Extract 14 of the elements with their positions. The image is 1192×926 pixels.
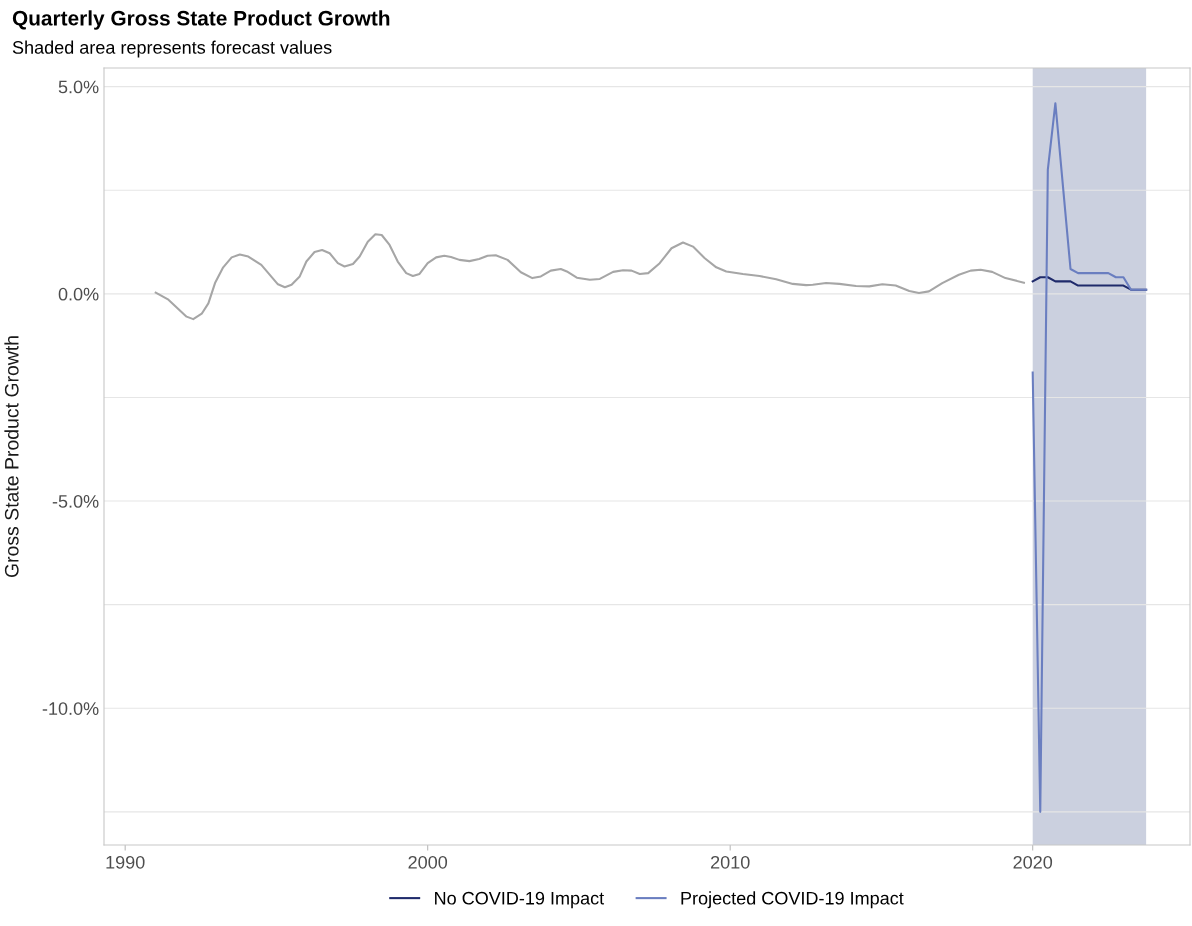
- x-tick-label: 2000: [408, 855, 448, 869]
- y-tick-label: -10.0%: [42, 702, 99, 715]
- chart-title: Quarterly Gross State Product Growth: [12, 10, 390, 30]
- y-tick-label: 5.0%: [58, 80, 99, 94]
- y-axis-title: Gross State Product Growth: [4, 336, 19, 578]
- y-tick-label: -5.0%: [52, 494, 99, 508]
- x-tick-label: 2010: [711, 855, 750, 869]
- y-tick-label: 0.0%: [58, 287, 99, 301]
- legend-label: No COVID-19 Impact: [435, 891, 605, 909]
- legend-label: Projected COVID-19 Impact: [681, 891, 904, 909]
- line-series: [154, 233, 1025, 321]
- x-tick-label: 1990: [106, 855, 145, 869]
- chart-subtitle: Shaded area represents forecast values: [12, 40, 332, 58]
- x-tick-label: 2020: [1013, 855, 1053, 869]
